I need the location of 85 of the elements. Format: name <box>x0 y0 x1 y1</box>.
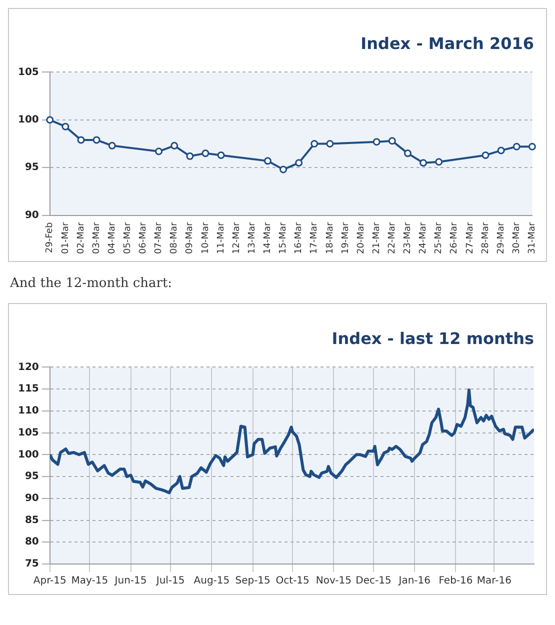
point <box>202 150 210 158</box>
point <box>155 148 163 156</box>
point <box>326 140 334 148</box>
x-tick-label: Jan-16 <box>398 576 430 587</box>
y-tick-label: 80 <box>24 536 39 548</box>
x-tick-label: 08-Mar <box>170 222 180 254</box>
x-tick-label: 09-Mar <box>185 222 196 254</box>
x-tick-label: 14-Mar <box>263 222 274 254</box>
x-tick-label: 21-Mar <box>372 222 382 254</box>
y-tick-label: 90 <box>24 492 39 504</box>
point <box>295 159 303 167</box>
x-tick-label: 01-Mar <box>60 222 71 254</box>
x-tick-label: 26-Mar <box>450 222 460 254</box>
point <box>217 151 225 159</box>
x-tick-label: 20-Mar <box>356 222 366 254</box>
x-tick-label: 04-Mar <box>107 222 118 254</box>
y-tick-label: 90 <box>24 210 39 221</box>
point <box>170 142 178 150</box>
x-tick-label: 27-Mar <box>465 222 476 254</box>
x-tick-label: 10-Mar <box>200 222 211 254</box>
y-tick-label: 95 <box>24 471 39 482</box>
chart-title: Index - March 2016 <box>360 34 534 53</box>
point <box>404 150 412 158</box>
point <box>512 142 520 150</box>
x-tick-label: 02-Mar <box>76 222 86 254</box>
y-tick-label: 110 <box>18 406 39 417</box>
x-tick-label: 24-Mar <box>418 222 429 254</box>
point <box>264 157 272 165</box>
y-tick-label: 100 <box>18 449 39 460</box>
x-tick-label: 29-Mar <box>496 222 506 254</box>
x-tick-label: 07-Mar <box>154 222 164 254</box>
x-tick-label: May-15 <box>71 576 108 587</box>
point <box>92 136 100 144</box>
y-tick-label: 105 <box>18 427 39 438</box>
x-tick-label: Feb-16 <box>438 576 473 587</box>
x-tick-label: 22-Mar <box>388 222 398 254</box>
x-tick-label: 13-Mar <box>247 222 258 254</box>
point <box>372 138 380 146</box>
x-tick-label: Apr-15 <box>33 576 66 587</box>
point <box>497 146 505 154</box>
x-tick-label: 18-Mar <box>325 222 336 254</box>
x-tick-label: 05-Mar <box>123 222 134 254</box>
x-tick-label: 30-Mar <box>512 222 522 254</box>
x-tick-label: Jul-15 <box>155 576 185 587</box>
point <box>388 137 396 145</box>
point <box>108 142 116 150</box>
text: And the 12-month chart: <box>10 276 174 291</box>
x-tick-label: 19-Mar <box>340 222 351 254</box>
x-tick-label: 28-Mar <box>480 222 491 254</box>
x-tick-label: 15-Mar <box>278 222 289 254</box>
x-tick-label: Jun-15 <box>114 576 147 587</box>
point <box>280 166 288 174</box>
x-tick-label: 29-Feb <box>45 222 56 253</box>
y-tick-label: 120 <box>18 362 39 373</box>
y-tick-label: 100 <box>18 114 39 126</box>
y-tick-label: 85 <box>24 514 39 526</box>
y-tick-label: 95 <box>24 162 39 174</box>
x-tick-label: 17-Mar <box>310 222 320 254</box>
y-tick-label: 105 <box>18 66 39 78</box>
point <box>77 136 85 144</box>
x-tick-label: Oct-15 <box>276 576 310 587</box>
x-tick-label: 11-Mar <box>216 222 226 254</box>
point <box>62 122 70 130</box>
x-tick-label: Sep-15 <box>235 576 270 587</box>
x-tick-label: 16-Mar <box>294 222 304 254</box>
x-tick-label: Dec-15 <box>356 576 392 587</box>
point <box>435 158 443 166</box>
point <box>310 140 318 148</box>
x-tick-label: 03-Mar <box>92 222 102 254</box>
x-tick-label: Mar-16 <box>476 576 512 587</box>
x-tick-label: 23-Mar <box>403 222 414 254</box>
point <box>420 159 428 167</box>
x-tick-label: Nov-15 <box>316 576 352 587</box>
point <box>528 142 536 150</box>
x-tick-label: 12-Mar <box>232 222 242 254</box>
x-tick-label: 25-Mar <box>434 222 444 254</box>
x-tick-label: Aug-15 <box>194 576 230 587</box>
x-tick-label: 06-Mar <box>138 222 149 254</box>
x-tick-label: 31-Mar <box>528 222 538 254</box>
y-tick-label: 115 <box>18 384 39 395</box>
point <box>186 152 194 160</box>
chart-title: Index - last 12 months <box>332 328 534 348</box>
y-tick-label: 75 <box>24 558 39 570</box>
point <box>482 151 490 159</box>
point <box>46 116 54 124</box>
